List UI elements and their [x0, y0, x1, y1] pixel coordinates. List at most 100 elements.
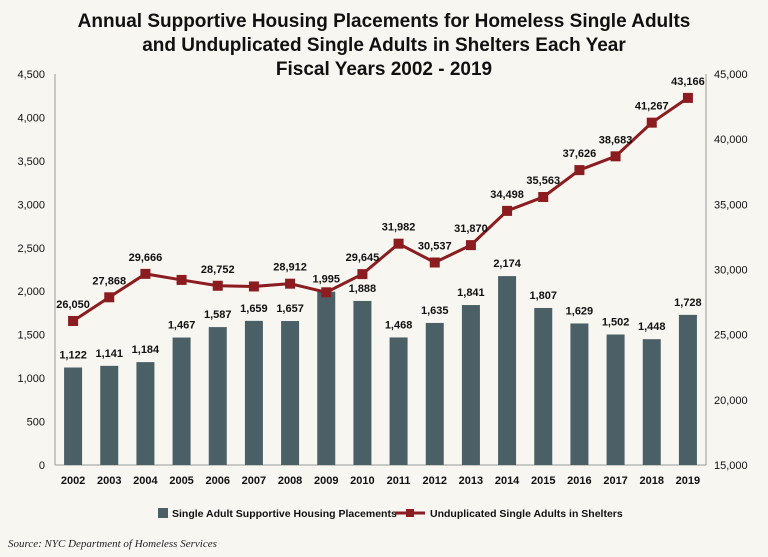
- line-data-label: 34,498: [490, 189, 524, 201]
- line-data-label: 26,050: [56, 299, 90, 311]
- right-tick-label: 45,000: [714, 69, 748, 81]
- line-marker: [429, 257, 440, 268]
- x-tick-label: 2017: [603, 475, 627, 487]
- line-marker: [502, 205, 513, 216]
- line-marker: [176, 274, 187, 285]
- bar-data-label: 1,502: [602, 316, 630, 328]
- legend-bar-swatch: [158, 508, 168, 518]
- line-marker: [68, 315, 79, 326]
- bar-data-label: 2,174: [493, 258, 521, 270]
- x-tick-label: 2009: [314, 475, 338, 487]
- bar-data-label: 1,728: [674, 297, 702, 309]
- left-tick-label: 500: [27, 417, 45, 429]
- line-marker: [393, 238, 404, 249]
- legend-bar-label: Single Adult Supportive Housing Placemen…: [172, 508, 397, 520]
- legend-line-label: Unduplicated Single Adults in Shelters: [430, 508, 623, 520]
- bar: [425, 322, 444, 465]
- bar-data-label: 1,141: [95, 348, 123, 360]
- line-data-label: 31,870: [454, 223, 488, 235]
- x-tick-label: 2010: [350, 475, 374, 487]
- x-tick-label: 2008: [278, 475, 302, 487]
- right-tick-label: 30,000: [714, 265, 748, 277]
- right-tick-label: 20,000: [714, 395, 748, 407]
- bar: [100, 365, 119, 465]
- x-tick-label: 2013: [459, 475, 483, 487]
- bar: [570, 323, 589, 465]
- line-data-label: 38,683: [599, 134, 633, 146]
- line-marker: [574, 165, 585, 176]
- x-tick-label: 2015: [531, 475, 555, 487]
- chart-title: Annual Supportive Housing Placements for…: [0, 10, 768, 82]
- right-tick-label: 25,000: [714, 330, 748, 342]
- line-marker: [357, 269, 368, 280]
- line-data-label: 31,982: [382, 222, 416, 234]
- bar-data-label: 1,659: [240, 303, 268, 315]
- line-marker: [465, 240, 476, 251]
- line-data-label: 29,645: [346, 252, 380, 264]
- line-data-label: 28,912: [273, 262, 307, 274]
- right-tick-label: 15,000: [714, 460, 748, 472]
- x-tick-label: 2016: [567, 475, 591, 487]
- line-marker: [646, 117, 657, 128]
- left-tick-label: 2,000: [17, 286, 45, 298]
- line-marker: [285, 278, 296, 289]
- bar: [353, 300, 372, 465]
- left-tick-label: 3,500: [17, 156, 45, 168]
- bar: [136, 362, 155, 465]
- bar-data-label: 1,448: [638, 321, 666, 333]
- source-note: Source: NYC Department of Homeless Servi…: [8, 538, 217, 550]
- x-tick-label: 2014: [495, 475, 520, 487]
- x-tick-label: 2019: [676, 475, 700, 487]
- bar-data-label: 1,995: [312, 274, 340, 286]
- line-marker: [104, 292, 115, 303]
- line-data-label: 28,752: [201, 264, 235, 276]
- left-tick-label: 1,500: [17, 330, 45, 342]
- bar: [281, 321, 300, 465]
- right-tick-label: 35,000: [714, 199, 748, 211]
- bar-data-label: 1,122: [59, 350, 87, 362]
- line-data-label: 41,267: [635, 101, 669, 113]
- x-tick-label: 2004: [133, 475, 158, 487]
- x-tick-label: 2002: [61, 475, 85, 487]
- bar: [534, 307, 553, 465]
- bar: [317, 291, 336, 465]
- line-data-label: 37,626: [563, 148, 597, 160]
- bar: [498, 276, 517, 465]
- bar: [606, 334, 625, 465]
- bar-data-label: 1,657: [276, 303, 304, 315]
- bar-data-label: 1,841: [457, 287, 485, 299]
- line-marker: [248, 281, 259, 292]
- bar: [208, 327, 227, 465]
- x-tick-label: 2006: [206, 475, 230, 487]
- line-marker: [682, 92, 693, 103]
- bar: [461, 305, 480, 465]
- bar-data-label: 1,888: [349, 283, 377, 295]
- line-marker: [610, 151, 621, 162]
- title-line-2: and Unduplicated Single Adults in Shelte…: [142, 35, 626, 56]
- left-tick-label: 4,000: [17, 112, 45, 124]
- line-marker: [212, 280, 223, 291]
- line-data-label: 27,868: [92, 275, 126, 287]
- x-tick-label: 2011: [387, 475, 411, 487]
- left-tick-label: 0: [39, 460, 45, 472]
- bar-data-label: 1,587: [204, 309, 232, 321]
- title-line-3: Fiscal Years 2002 - 2019: [275, 59, 493, 80]
- bar-data-label: 1,635: [421, 305, 449, 317]
- x-tick-label: 2018: [640, 475, 664, 487]
- line-marker: [538, 191, 549, 202]
- bar: [172, 337, 191, 465]
- left-tick-label: 2,500: [17, 243, 45, 255]
- bar-data-label: 1,468: [385, 319, 413, 331]
- bar: [642, 339, 661, 465]
- left-tick-label: 4,500: [17, 69, 45, 81]
- legend-line-marker: [406, 509, 414, 517]
- bar-data-label: 1,807: [529, 290, 557, 302]
- bar: [244, 320, 263, 465]
- line-marker: [140, 268, 151, 279]
- bar-data-label: 1,467: [168, 320, 196, 332]
- bar: [678, 314, 697, 465]
- x-tick-label: 2012: [423, 475, 447, 487]
- x-tick-label: 2003: [97, 475, 121, 487]
- left-tick-label: 1,000: [17, 373, 45, 385]
